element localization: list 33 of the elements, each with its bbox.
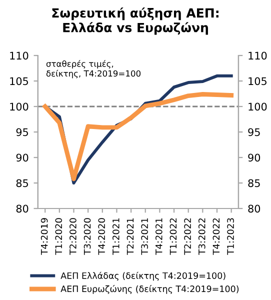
y-tick-label: 95 bbox=[16, 128, 28, 136]
y-tick-label: 90 bbox=[16, 154, 28, 162]
legend-label: ΑΕΠ Ευρωζώνης (δείκτης Τ4:2019=100) bbox=[60, 285, 239, 294]
y-tick-label: 80 bbox=[16, 204, 28, 213]
x-tick-label: Τ3:2020 bbox=[84, 218, 91, 255]
annotation: σταθερές τιμές, δείκτης, Τ4:2019=100 bbox=[46, 60, 141, 78]
y2-tick-label: 95 bbox=[248, 128, 260, 136]
chart-title: Σωρευτική αύξηση ΑΕΠ: Ελλάδα vs Ευρωζώνη bbox=[52, 8, 218, 35]
y2-tick-label: 80 bbox=[248, 204, 260, 213]
y-tick-label: 100 bbox=[10, 102, 28, 111]
x-tick-label: Τ1:2023 bbox=[227, 218, 234, 255]
line-series bbox=[42, 92, 234, 182]
y2-tick-label: 90 bbox=[248, 154, 260, 162]
x-tick-label: Τ1:2022 bbox=[170, 218, 177, 255]
y-tick-label: 105 bbox=[10, 77, 28, 86]
y2-tick-label: 110 bbox=[248, 52, 267, 60]
y-tick-label: 85 bbox=[16, 179, 28, 188]
x-tick-label: Τ4:2019 bbox=[40, 218, 48, 255]
legend-label: ΑΕΠ Ελλάδας (δείκτης Τ4:2019=100) bbox=[60, 272, 226, 281]
y2-tick-label: 100 bbox=[248, 102, 267, 111]
x-tick-label: Τ4:2022 bbox=[212, 218, 220, 255]
y-tick-label: 110 bbox=[10, 52, 28, 60]
x-tick-label: Τ1:2020 bbox=[55, 218, 62, 255]
x-tick-label: Τ4:2020 bbox=[98, 218, 106, 255]
x-tick-label: Τ2:2021 bbox=[126, 218, 134, 255]
x-tick-label: Τ1:2021 bbox=[112, 218, 120, 255]
x-tick-label: Τ4:2021 bbox=[155, 218, 162, 255]
x-tick-label: Τ3:2021 bbox=[141, 218, 148, 255]
x-tick-label: Τ2:2022 bbox=[184, 218, 191, 255]
y2-tick-label: 85 bbox=[248, 179, 260, 188]
y2-tick-label: 105 bbox=[248, 77, 266, 86]
x-tick-label: Τ3:2022 bbox=[198, 218, 206, 255]
x-tick-label: Τ2:2020 bbox=[70, 218, 76, 255]
